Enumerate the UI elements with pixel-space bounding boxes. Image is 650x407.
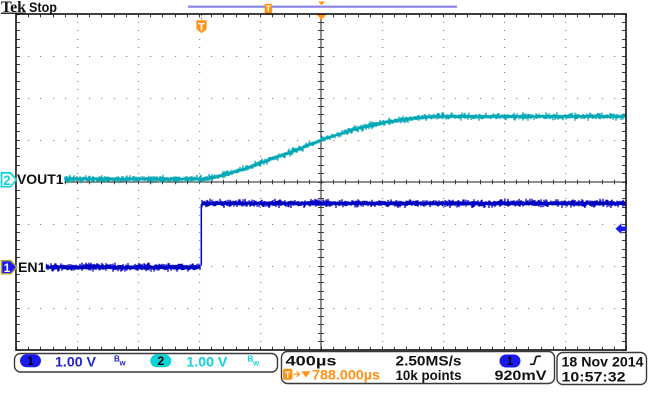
svg-text:B: B [114,355,120,364]
svg-text:VOUT1: VOUT1 [17,172,64,187]
svg-text:400µs: 400µs [286,354,337,369]
svg-text:1: 1 [27,354,34,368]
svg-text:T: T [266,4,272,14]
svg-text:920mV: 920mV [495,368,547,383]
svg-text:1.00 V: 1.00 V [55,354,96,369]
svg-text:10:57:32: 10:57:32 [562,370,626,385]
svg-text:1.00 V: 1.00 V [186,354,227,369]
svg-text:Tek: Tek [1,0,26,16]
svg-text:10k points: 10k points [396,368,462,383]
svg-text:Stop: Stop [29,0,57,15]
svg-text:EN1: EN1 [18,260,46,275]
svg-text:W: W [120,361,127,368]
svg-text:2: 2 [3,173,11,188]
svg-text:W: W [253,361,260,368]
svg-text:788.000µs: 788.000µs [312,368,380,383]
svg-text:B: B [248,355,254,364]
svg-text:T: T [285,370,291,381]
svg-text:T: T [198,22,205,34]
svg-text:2: 2 [157,354,164,368]
svg-text:1: 1 [507,354,514,368]
svg-text:1: 1 [4,261,11,275]
svg-text:2.50MS/s: 2.50MS/s [396,354,462,369]
svg-text:18 Nov 2014: 18 Nov 2014 [562,355,645,370]
